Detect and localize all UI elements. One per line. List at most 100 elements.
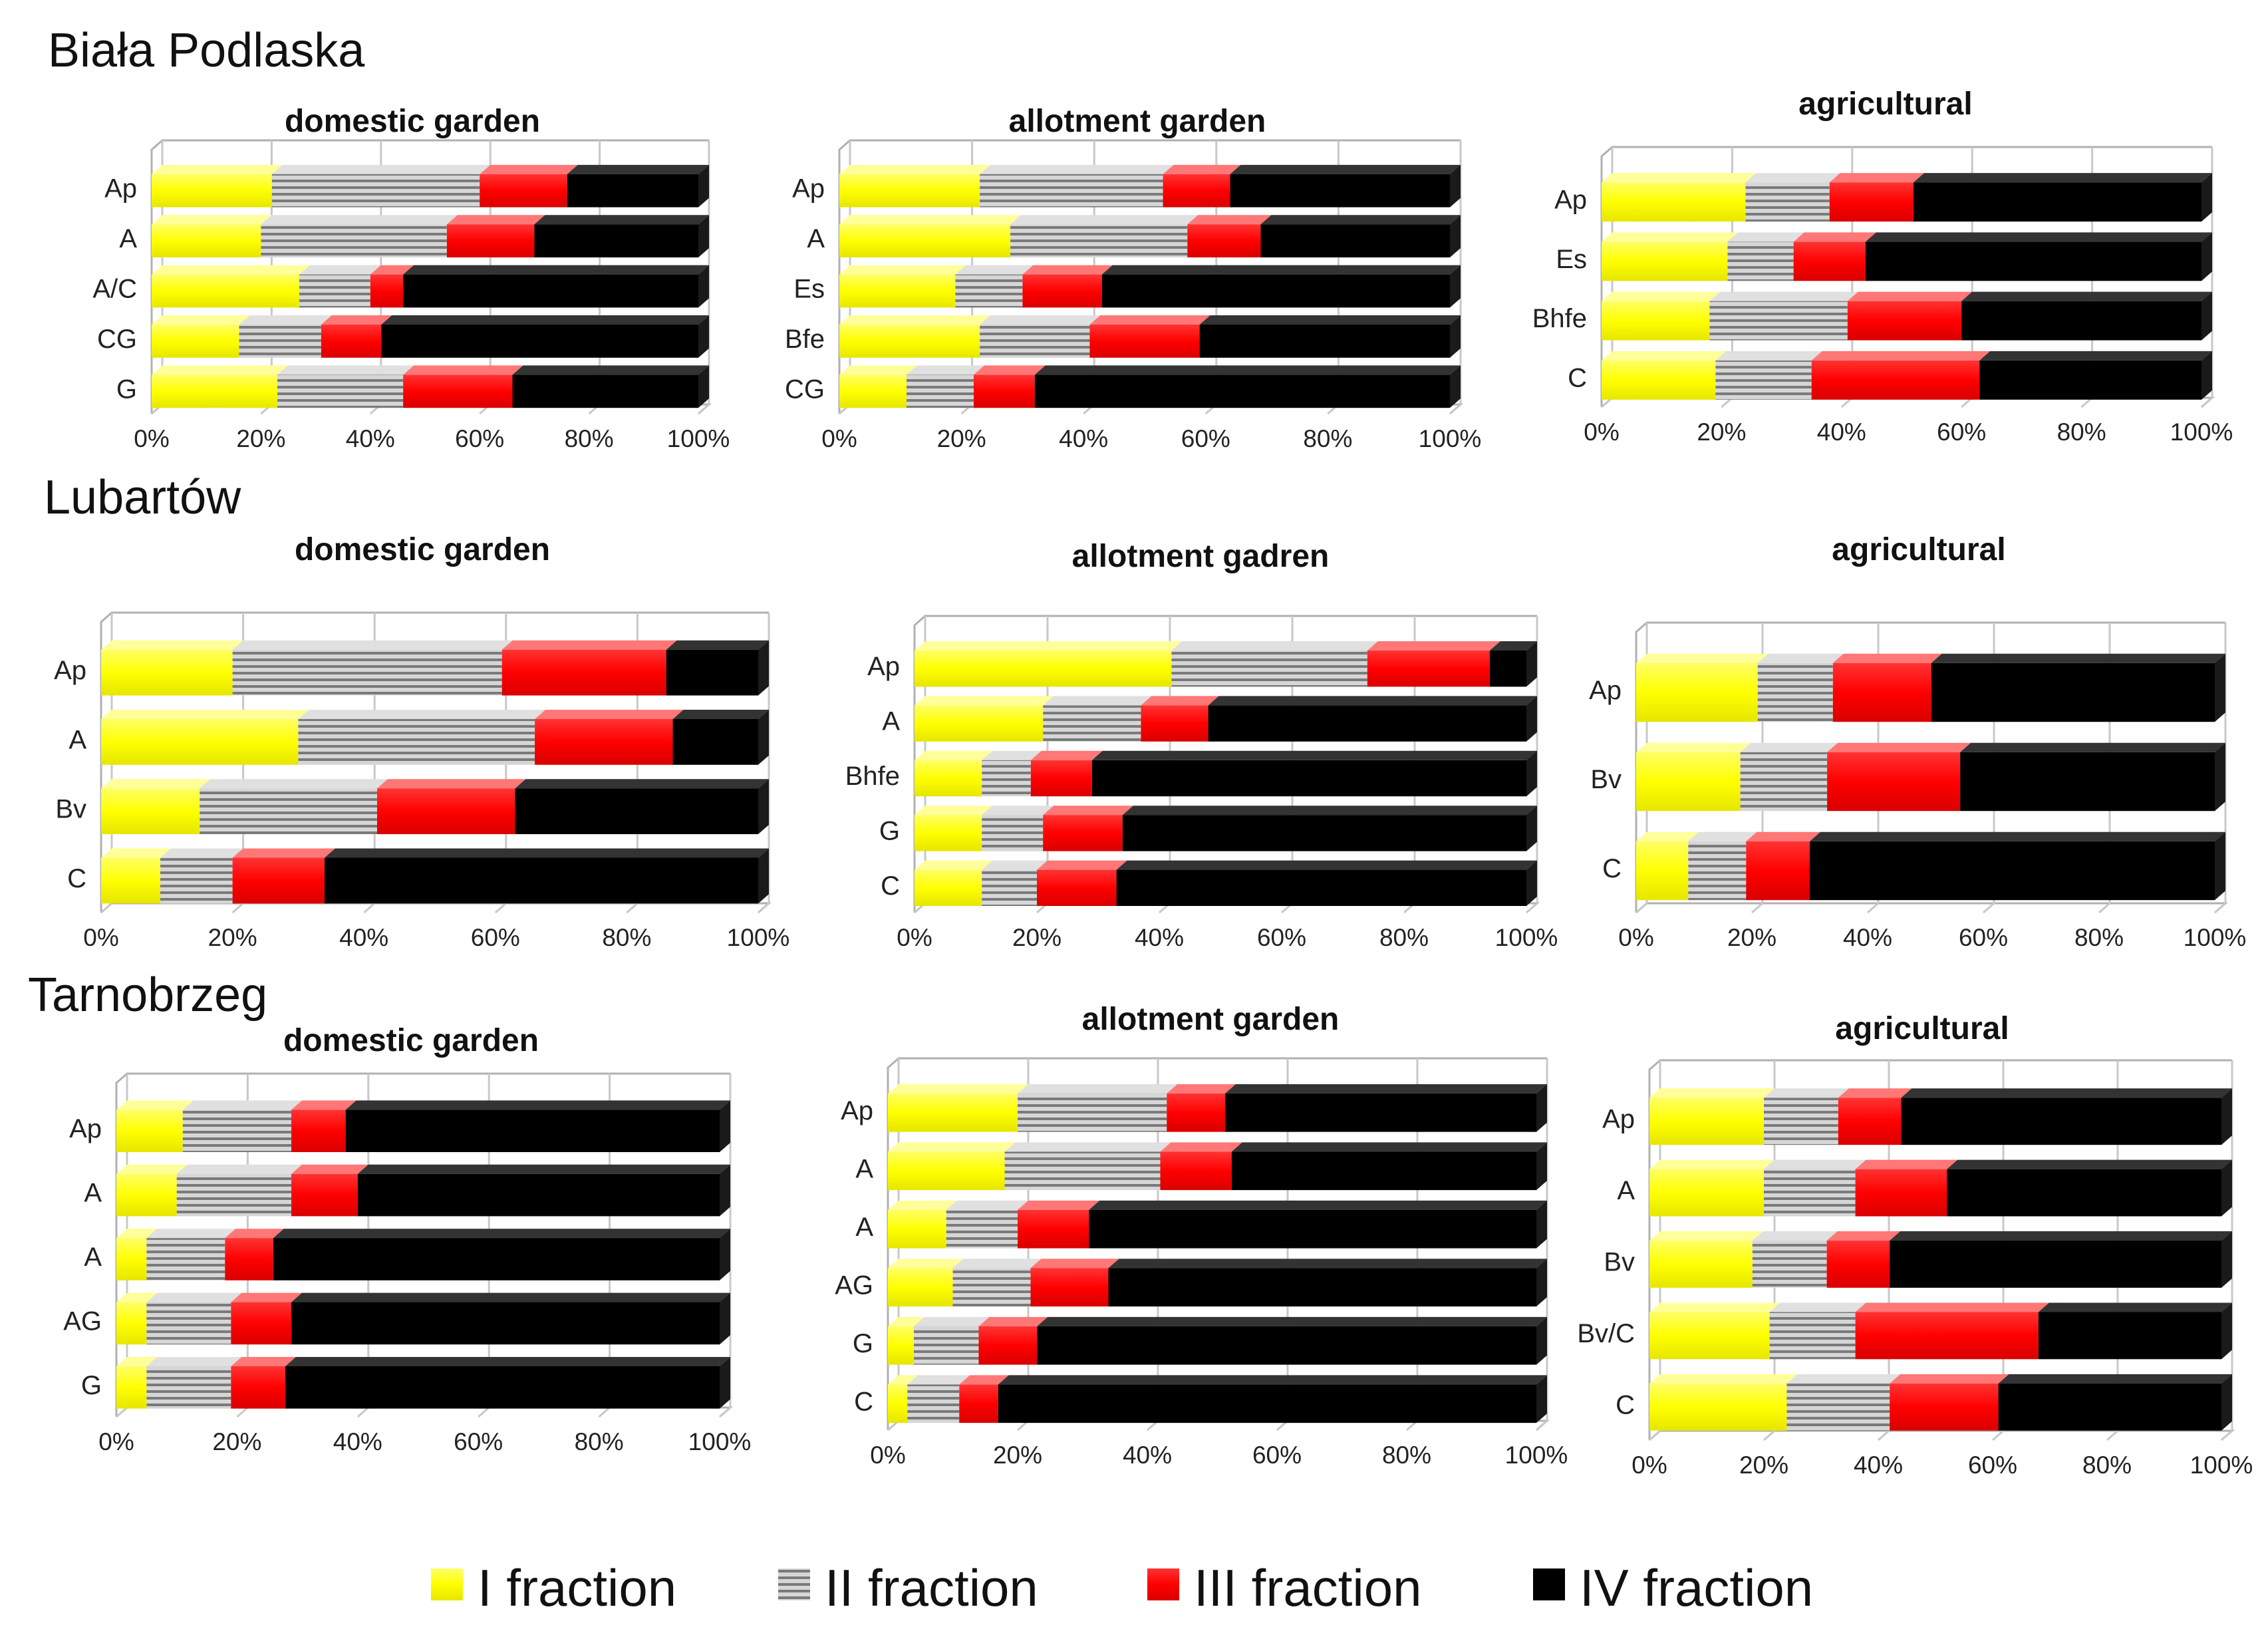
chart-wall: [1600, 146, 2212, 407]
bar-segment-ii-fraction-ap-top: [182, 1100, 303, 1110]
bar-segment-iv-fraction-a: [1947, 1169, 2221, 1217]
chart-tarnobrzeg-agricultural: agricultural 0% 20% 40% 60% 80% 100% Ap A Bv Bv/C C: [1577, 1011, 2253, 1479]
category-label: G: [879, 816, 900, 845]
bar-segment-i-fraction-a-top: [888, 1200, 957, 1210]
bar-segment-i-fraction-a: [116, 1173, 177, 1217]
legend-item-i-fraction: I fraction: [431, 1559, 676, 1617]
x-tick-label: 60%: [471, 924, 520, 951]
bar-end-es: [1450, 265, 1461, 308]
category-label: A: [84, 1179, 102, 1208]
bar-segment-iv-fraction-bv: [1890, 1241, 2221, 1288]
bar-segment-iv-fraction-c-top: [1116, 860, 1537, 870]
bar-segment-iv-fraction-es-top: [1865, 232, 2212, 242]
bar-segment-ii-fraction-bhfe: [982, 760, 1031, 797]
bar-segment-ii-fraction-ap-top: [1745, 173, 1840, 183]
bar-segment-iii-fraction-ap: [1367, 651, 1490, 687]
bar-segment-iv-fraction-g-top: [1122, 806, 1537, 816]
bar-segment-ii-fraction-ag-top: [952, 1259, 1042, 1268]
category-label: Ap: [104, 174, 137, 204]
gridline-foot: [2221, 1429, 2233, 1441]
category-label: G: [81, 1371, 102, 1400]
bar-segment-i-fraction-ap: [116, 1110, 183, 1153]
bar-segment-ii-fraction-a: [1764, 1169, 1856, 1217]
bar-segment-i-fraction-c-top: [1649, 1374, 1798, 1384]
gridline-foot: [2106, 1429, 2118, 1441]
category-label: Bv: [1590, 765, 1622, 794]
bar-segment-iii-fraction-bv: [376, 788, 515, 835]
bar-end-bhfe: [1526, 750, 1537, 797]
bar-segment-iii-fraction-ap: [1832, 663, 1931, 722]
legend-item-ii-fraction: II fraction: [778, 1559, 1038, 1617]
bar-segment-iv-fraction-a: [1231, 1151, 1536, 1191]
bar-segment-iii-fraction-a-c: [370, 274, 404, 308]
bar-segment-i-fraction-ap-top: [888, 1084, 1028, 1094]
bar-segment-i-fraction-g-top: [152, 365, 289, 375]
bar-segment-ii-fraction-ap: [1764, 1098, 1838, 1145]
bar-segment-iii-fraction-a: [1187, 224, 1261, 257]
bar-segment-ii-fraction-g-top: [982, 806, 1054, 816]
bar-segment-i-fraction-bv-top: [101, 779, 211, 789]
bar-segment-iii-fraction-g-top: [978, 1316, 1048, 1326]
bar-segment-iv-fraction-es-top: [1101, 265, 1461, 275]
x-tick-label: 100%: [2170, 418, 2233, 446]
bar-segment-i-fraction-es: [1602, 241, 1728, 281]
gridline-foot: [626, 902, 638, 914]
bar-segment-i-fraction-bhfe: [1602, 301, 1710, 341]
bar-segment-iv-fraction-a-top: [273, 1229, 730, 1239]
bar-segment-iv-fraction-cg-top: [381, 315, 709, 325]
bar-segment-iv-fraction-a-top: [1947, 1159, 2232, 1169]
bar-segment-i-fraction-bv: [1636, 752, 1741, 812]
category-label: Ap: [1589, 676, 1622, 705]
bar-segment-iii-fraction-ap: [291, 1110, 346, 1153]
x-tick-label: 20%: [993, 1441, 1042, 1469]
bar-segment-iv-fraction-g: [1037, 1326, 1536, 1365]
category-label: Ap: [1602, 1105, 1635, 1134]
x-tick-label: 80%: [565, 425, 614, 452]
bar-segment-iii-fraction-ap-top: [480, 164, 578, 174]
bar-segment-i-fraction-ag-top: [116, 1292, 158, 1302]
bar-segment-i-fraction-a-top: [1649, 1159, 1774, 1169]
legend-label: IV fraction: [1580, 1559, 1813, 1617]
bar-segment-iii-fraction-c: [959, 1384, 998, 1423]
x-tick-label: 60%: [1257, 924, 1306, 951]
bar-segment-iv-fraction-a-top: [1231, 1142, 1547, 1152]
bar-segment-i-fraction-a-c-top: [152, 265, 310, 275]
bar-segment-i-fraction-ap: [152, 174, 272, 208]
bar-segment-ii-fraction-es: [955, 274, 1023, 308]
x-tick-label: 100%: [727, 924, 790, 951]
bar-segment-iii-fraction-c: [1746, 841, 1810, 901]
bar-segment-i-fraction-c-top: [1602, 351, 1727, 361]
bar-segment-ii-fraction-ag-top: [146, 1292, 242, 1302]
bar-segment-ii-fraction-ap-top: [1171, 641, 1378, 651]
x-tick-label: 40%: [1843, 924, 1892, 951]
bar-segment-iii-fraction-a: [1018, 1209, 1089, 1249]
bar-segment-i-fraction-cg-top: [839, 365, 917, 375]
category-label: Ap: [1554, 186, 1587, 215]
bar-segment-iv-fraction-ap-top: [1230, 164, 1461, 174]
x-tick-label: 20%: [1697, 418, 1746, 446]
gridline-foot: [1649, 1429, 1661, 1441]
bar-segment-i-fraction-a: [152, 224, 261, 257]
x-tick-label: 20%: [1727, 924, 1776, 951]
bar-segment-i-fraction-a-top: [152, 215, 272, 225]
bar-segment-iii-fraction-ag: [231, 1302, 292, 1345]
bar-segment-ii-fraction-ap: [1171, 651, 1367, 687]
category-label: A: [882, 707, 900, 736]
bar-segment-i-fraction-a: [116, 1238, 147, 1280]
bar-segment-iii-fraction-cg-top: [321, 315, 392, 325]
bar-segment-ii-fraction-bv-top: [1752, 1231, 1838, 1241]
bar-segment-iv-fraction-a: [672, 718, 758, 765]
bar-segment-iv-fraction-c-top: [1810, 831, 2225, 841]
bar-segment-iii-fraction-ap: [1829, 182, 1914, 222]
category-label: Ap: [69, 1114, 102, 1143]
bar-segment-iii-fraction-bv: [1826, 1241, 1890, 1288]
category-label: AG: [63, 1306, 102, 1336]
x-tick-label: 80%: [1379, 924, 1429, 951]
bar-segment-iii-fraction-c-top: [1890, 1374, 2009, 1384]
bar-segment-ii-fraction-a: [146, 1238, 225, 1280]
x-tick-label: 20%: [212, 1428, 261, 1455]
bar-segment-iv-fraction-a: [1208, 705, 1526, 742]
bar-segment-i-fraction-c: [1602, 360, 1716, 400]
bar-segment-i-fraction-cg: [839, 374, 907, 408]
gridline-foot: [116, 1406, 128, 1418]
